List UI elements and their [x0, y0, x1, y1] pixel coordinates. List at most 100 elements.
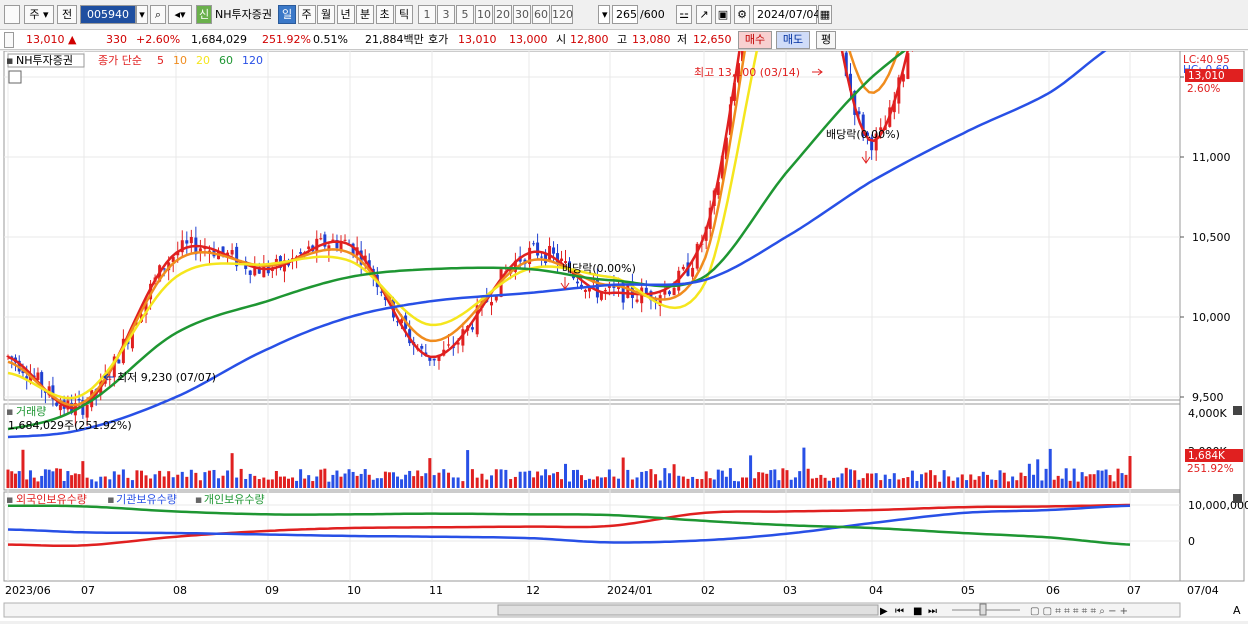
- avg-button[interactable]: 평: [816, 31, 836, 49]
- volume-bar: [663, 468, 667, 488]
- volume-bar: [343, 473, 347, 488]
- price-panel[interactable]: [3, 50, 1181, 401]
- quote-menu-icon[interactable]: [4, 32, 14, 48]
- volume-bar: [617, 478, 621, 488]
- volume-bar: [509, 479, 513, 488]
- candle-body: [248, 270, 252, 275]
- volume-bar: [874, 473, 878, 488]
- volume-bar: [291, 477, 295, 488]
- candle-body: [28, 374, 32, 383]
- volume-bar: [456, 477, 460, 488]
- interval-button-10[interactable]: 10: [475, 5, 493, 24]
- candle-body: [621, 281, 625, 303]
- candle-body: [564, 261, 568, 263]
- scroll-thumb[interactable]: [497, 604, 879, 616]
- interval-button-120[interactable]: 120: [551, 5, 573, 24]
- interval-button-60[interactable]: 60: [532, 5, 550, 24]
- interval-button-20[interactable]: 20: [494, 5, 512, 24]
- panel-toggle-icon[interactable]: [8, 70, 22, 84]
- candle-body: [595, 278, 599, 298]
- candle-body: [736, 63, 740, 83]
- volume-bar: [1040, 480, 1044, 488]
- volume-bar: [144, 475, 148, 488]
- volume-bar: [1068, 480, 1072, 488]
- candle-body: [257, 267, 261, 274]
- candle-icon[interactable]: ⚍: [676, 5, 692, 24]
- volume-bar: [933, 475, 937, 488]
- code-dropdown-icon[interactable]: ▾: [136, 5, 148, 24]
- volume-bar: [956, 477, 960, 488]
- stop-icon[interactable]: ■: [913, 606, 922, 617]
- interval-button-1[interactable]: 1: [418, 5, 436, 24]
- volume-bar: [857, 479, 861, 488]
- prev-button[interactable]: 전: [57, 5, 77, 24]
- volume-bar: [621, 457, 625, 488]
- draw-icon[interactable]: ↗: [696, 5, 712, 24]
- search-icon[interactable]: ⌕: [150, 5, 166, 24]
- volume-value: 1,684,029: [191, 33, 247, 46]
- font-size-icon[interactable]: A: [1233, 604, 1241, 617]
- volume-bar: [667, 473, 671, 488]
- gear-icon[interactable]: ⚙: [734, 5, 750, 24]
- volume-close-icon[interactable]: [1233, 406, 1242, 415]
- volume-bar: [575, 469, 579, 488]
- candle-body: [536, 242, 540, 256]
- period-tab-5[interactable]: 초: [375, 5, 394, 24]
- scroll-right-icon[interactable]: ▶: [880, 606, 888, 617]
- interval-button-3[interactable]: 3: [437, 5, 455, 24]
- date-input[interactable]: 2024/07/04: [753, 5, 820, 24]
- period-tab-4[interactable]: 분: [356, 5, 374, 24]
- interval-button-5[interactable]: 5: [456, 5, 474, 24]
- save-icon[interactable]: ▣: [715, 5, 731, 24]
- sell-button[interactable]: 매도: [776, 31, 810, 49]
- tool-icons[interactable]: ▢ ▢ ⌗ ⌗ ⌗ ⌗ ⌗ ⌕ − +: [1030, 606, 1128, 617]
- candle-body: [681, 266, 685, 270]
- period-tab-1[interactable]: 주: [297, 5, 316, 24]
- volume-bar: [176, 474, 180, 488]
- current-price: 13,010 ▲: [26, 33, 77, 46]
- buy-button[interactable]: 매수: [738, 31, 772, 49]
- candle-body: [667, 291, 671, 295]
- chart-menu-icon[interactable]: [4, 5, 20, 24]
- candle-body: [379, 291, 383, 293]
- candle-body: [327, 245, 331, 251]
- volume-bar: [420, 476, 424, 488]
- volume-bar: [728, 468, 732, 488]
- speaker-icon[interactable]: ◂▾: [168, 5, 192, 24]
- candle-body: [25, 376, 29, 379]
- interval-button-30[interactable]: 30: [513, 5, 531, 24]
- volume-bar: [480, 473, 484, 488]
- volume-bar: [607, 469, 611, 488]
- period-tab-2[interactable]: 월: [317, 5, 335, 24]
- candle-body: [323, 234, 327, 247]
- period-tab-6[interactable]: 틱: [395, 5, 413, 24]
- volume-bar: [836, 477, 840, 488]
- interval-dropdown-icon[interactable]: ▾: [598, 5, 610, 24]
- calendar-icon[interactable]: ▦: [818, 5, 832, 24]
- candle-body: [672, 287, 676, 296]
- scroll-end-icon[interactable]: ⏭: [928, 606, 937, 617]
- holding-close-icon[interactable]: [1233, 494, 1242, 503]
- volume-bar: [612, 476, 616, 488]
- volume-bar: [6, 469, 10, 488]
- candle-body: [857, 111, 861, 115]
- type-select[interactable]: 주 ▾: [24, 5, 54, 24]
- period-tab-0[interactable]: 일: [278, 5, 296, 24]
- period-tab-3[interactable]: 년: [336, 5, 355, 24]
- candle-body: [396, 321, 400, 323]
- volume-bar: [1084, 476, 1088, 488]
- volume-bar: [383, 471, 387, 488]
- volume-bar: [135, 470, 139, 488]
- candle-body: [475, 305, 479, 335]
- zoom-handle[interactable]: [979, 603, 987, 616]
- count-input[interactable]: 265: [612, 5, 638, 24]
- volume-bar: [977, 476, 981, 488]
- volume-bar: [892, 473, 896, 488]
- candle-body: [112, 356, 116, 378]
- scroll-start-icon[interactable]: ⏮: [895, 606, 904, 617]
- volume-bar: [798, 471, 802, 488]
- volume-bar: [282, 476, 286, 488]
- volume-bar: [640, 471, 644, 488]
- stock-code-input[interactable]: 005940: [80, 5, 136, 24]
